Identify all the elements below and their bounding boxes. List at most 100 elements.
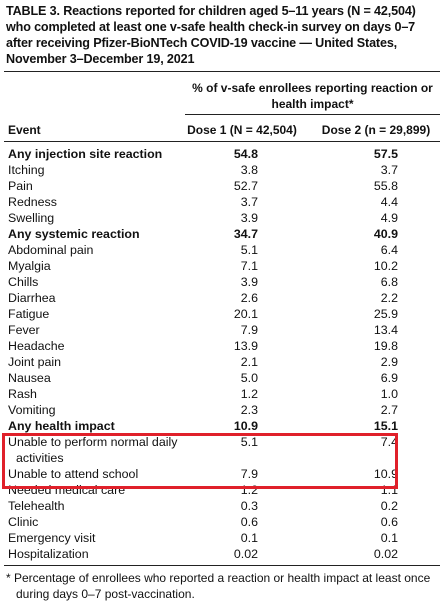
event-cell: Unable to perform normal daily activitie…	[8, 435, 178, 465]
table-row: Clinic 0.6 0.6	[0, 514, 442, 530]
event-cell: Swelling	[8, 211, 55, 225]
event-cell: Fever	[8, 323, 40, 337]
table-row: Unable to perform normal daily activitie…	[0, 434, 442, 466]
table-row: Any health impact 10.9 15.1	[0, 418, 442, 434]
dose1-cell: 3.9	[240, 275, 258, 289]
dose1-cell: 3.8	[240, 163, 258, 177]
table-row: Redness 3.7 4.4	[0, 194, 442, 210]
table-row: Myalgia 7.1 10.2	[0, 258, 442, 274]
dose2-cell: 2.9	[380, 355, 398, 369]
dose2-cell: 7.4	[380, 435, 398, 449]
event-cell: Clinic	[8, 515, 39, 529]
table-row: Emergency visit 0.1 0.1	[0, 530, 442, 546]
footnote: * Percentage of enrollees who reported a…	[6, 571, 431, 601]
dose2-cell: 25.9	[373, 307, 398, 321]
dose2-cell: 6.4	[380, 243, 398, 257]
table-row: Itching 3.8 3.7	[0, 162, 442, 178]
event-cell: Diarrhea	[8, 291, 56, 305]
table-row: Rash 1.2 1.0	[0, 386, 442, 402]
dose1-cell: 54.8	[233, 147, 258, 161]
dose2-cell: 0.02	[373, 547, 398, 561]
dose1-cell: 0.6	[240, 515, 258, 529]
table-row: Unable to attend school 7.9 10.9	[0, 466, 442, 482]
dose1-cell: 3.9	[240, 211, 258, 225]
table-row: Headache 13.9 19.8	[0, 338, 442, 354]
column-header: Event	[8, 123, 41, 137]
table-row: Chills 3.9 6.8	[0, 274, 442, 290]
table-row: Fever 7.9 13.4	[0, 322, 442, 338]
dose2-cell: 2.2	[380, 291, 398, 305]
event-cell: Any health impact	[8, 419, 115, 433]
table-row: Telehealth 0.3 0.2	[0, 498, 442, 514]
event-cell: Chills	[8, 275, 39, 289]
dose1-cell: 20.1	[233, 307, 258, 321]
event-cell: Redness	[8, 195, 57, 209]
rule	[4, 565, 440, 566]
dose2-cell: 10.2	[373, 259, 398, 273]
dose1-cell: 2.3	[240, 403, 258, 417]
dose2-cell: 6.9	[380, 371, 398, 385]
table-row: Hospitalization 0.02 0.02	[0, 546, 442, 562]
dose2-cell: 57.5	[373, 147, 398, 161]
event-cell: Abdominal pain	[8, 243, 94, 257]
dose2-cell: 4.4	[380, 195, 398, 209]
dose2-cell: 0.2	[380, 499, 398, 513]
dose2-cell: 6.8	[380, 275, 398, 289]
dose2-cell: 19.8	[373, 339, 398, 353]
event-cell: Telehealth	[8, 499, 65, 513]
dose2-cell: 13.4	[373, 323, 398, 337]
event-cell: Any systemic reaction	[8, 227, 140, 241]
dose1-cell: 52.7	[233, 179, 258, 193]
event-cell: Headache	[8, 339, 65, 353]
dose1-cell: 13.9	[233, 339, 258, 353]
table-row: Vomiting 2.3 2.7	[0, 402, 442, 418]
table-row: Diarrhea 2.6 2.2	[0, 290, 442, 306]
event-cell: Rash	[8, 387, 37, 401]
table-row: Any systemic reaction 34.7 40.9	[0, 226, 442, 242]
dose2-cell: 0.1	[380, 531, 398, 545]
dose1-cell: 0.1	[240, 531, 258, 545]
event-cell: Myalgia	[8, 259, 51, 273]
rule	[4, 71, 440, 72]
dose1-cell: 5.1	[240, 243, 258, 257]
dose1-cell: 10.9	[233, 419, 258, 433]
dose2-cell: 10.9	[373, 467, 398, 481]
highlight-box	[2, 433, 398, 489]
event-cell: Emergency visit	[8, 531, 96, 545]
dose2-cell: 40.9	[373, 227, 398, 241]
event-cell: Joint pain	[8, 355, 62, 369]
column-header: Dose 1 (N = 42,504)	[187, 123, 297, 137]
group-header: % of v-safe enrollees reporting reaction…	[192, 81, 433, 111]
dose1-cell: 34.7	[233, 227, 258, 241]
event-cell: Any injection site reaction	[8, 147, 163, 161]
dose1-cell: 7.1	[240, 259, 258, 273]
table-row: Pain 52.7 55.8	[0, 178, 442, 194]
dose2-cell: 3.7	[380, 163, 398, 177]
table-row: Any injection site reaction 54.8 57.5	[0, 146, 442, 162]
dose1-cell: 7.9	[240, 323, 258, 337]
dose2-cell: 1.0	[380, 387, 398, 401]
table-row: Joint pain 2.1 2.9	[0, 354, 442, 370]
dose1-cell: 7.9	[240, 467, 258, 481]
table-title: TABLE 3. Reactions reported for children…	[6, 4, 416, 66]
table-row: Swelling 3.9 4.9	[0, 210, 442, 226]
event-cell: Nausea	[8, 371, 51, 385]
event-cell: Itching	[8, 163, 45, 177]
dose2-cell: 55.8	[373, 179, 398, 193]
dose2-cell: 2.7	[380, 403, 398, 417]
event-cell: Fatigue	[8, 307, 50, 321]
dose1-cell: 5.0	[240, 371, 258, 385]
dose1-cell: 1.2	[240, 387, 258, 401]
dose1-cell: 0.3	[240, 499, 258, 513]
table-body: Any injection site reaction 54.8 57.5 Itchi…	[0, 146, 442, 562]
event-cell: Hospitalization	[8, 547, 89, 561]
dose2-cell: 0.6	[380, 515, 398, 529]
event-cell: Vomiting	[8, 403, 56, 417]
rule	[185, 114, 440, 115]
dose1-cell: 3.7	[240, 195, 258, 209]
table-row: Nausea 5.0 6.9	[0, 370, 442, 386]
rule	[4, 141, 440, 142]
event-cell: Pain	[8, 179, 33, 193]
dose1-cell: 5.1	[240, 435, 258, 449]
